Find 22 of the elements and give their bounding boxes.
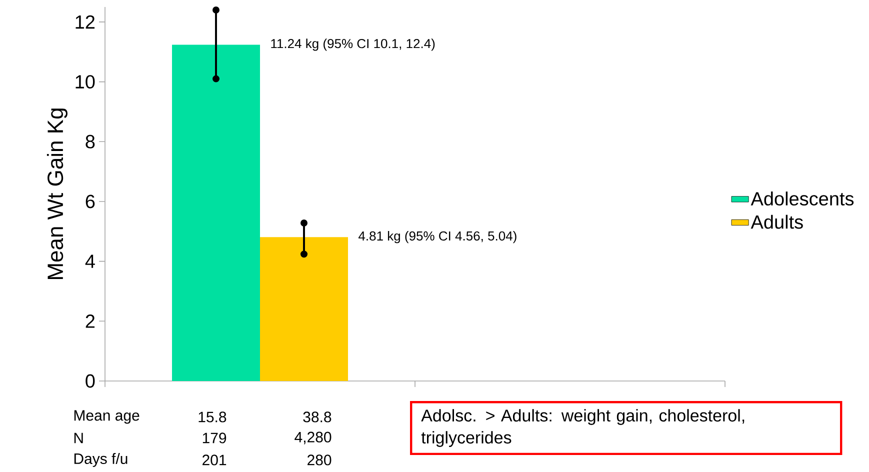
y-tick-label: 10: [76, 75, 95, 89]
text: Mean age: [74, 410, 140, 424]
y-axis-title: Mean Wt Gain Kg: [46, 108, 68, 280]
y-tick-label: 8: [86, 134, 95, 148]
text: Days f/u: [74, 453, 128, 467]
y-tick-label: 4: [85, 254, 95, 268]
y-tick-label: 0: [86, 374, 95, 388]
text: 38.8: [303, 412, 332, 422]
y-tick-label: 6: [86, 194, 95, 208]
annotation: 11.24 kg (95% CI 10.1, 12.4): [271, 38, 435, 51]
text: N: [74, 432, 83, 444]
text: 201: [202, 454, 226, 466]
annotation: 4.81 kg (95% CI 4.56, 5.04): [358, 231, 516, 244]
text: 15.8: [198, 412, 226, 422]
text: 4,280: [294, 432, 332, 444]
text: 280: [308, 454, 332, 466]
text: Adolsc. > Adults: weight gain, cholesterol, triglycerides: [421, 409, 744, 447]
legend-label: Adults: [750, 214, 803, 229]
legend-label: Adolescents: [750, 192, 854, 206]
y-tick-label: 2: [86, 314, 95, 328]
text: 179: [202, 432, 226, 444]
y-tick-label: 12: [76, 15, 95, 29]
